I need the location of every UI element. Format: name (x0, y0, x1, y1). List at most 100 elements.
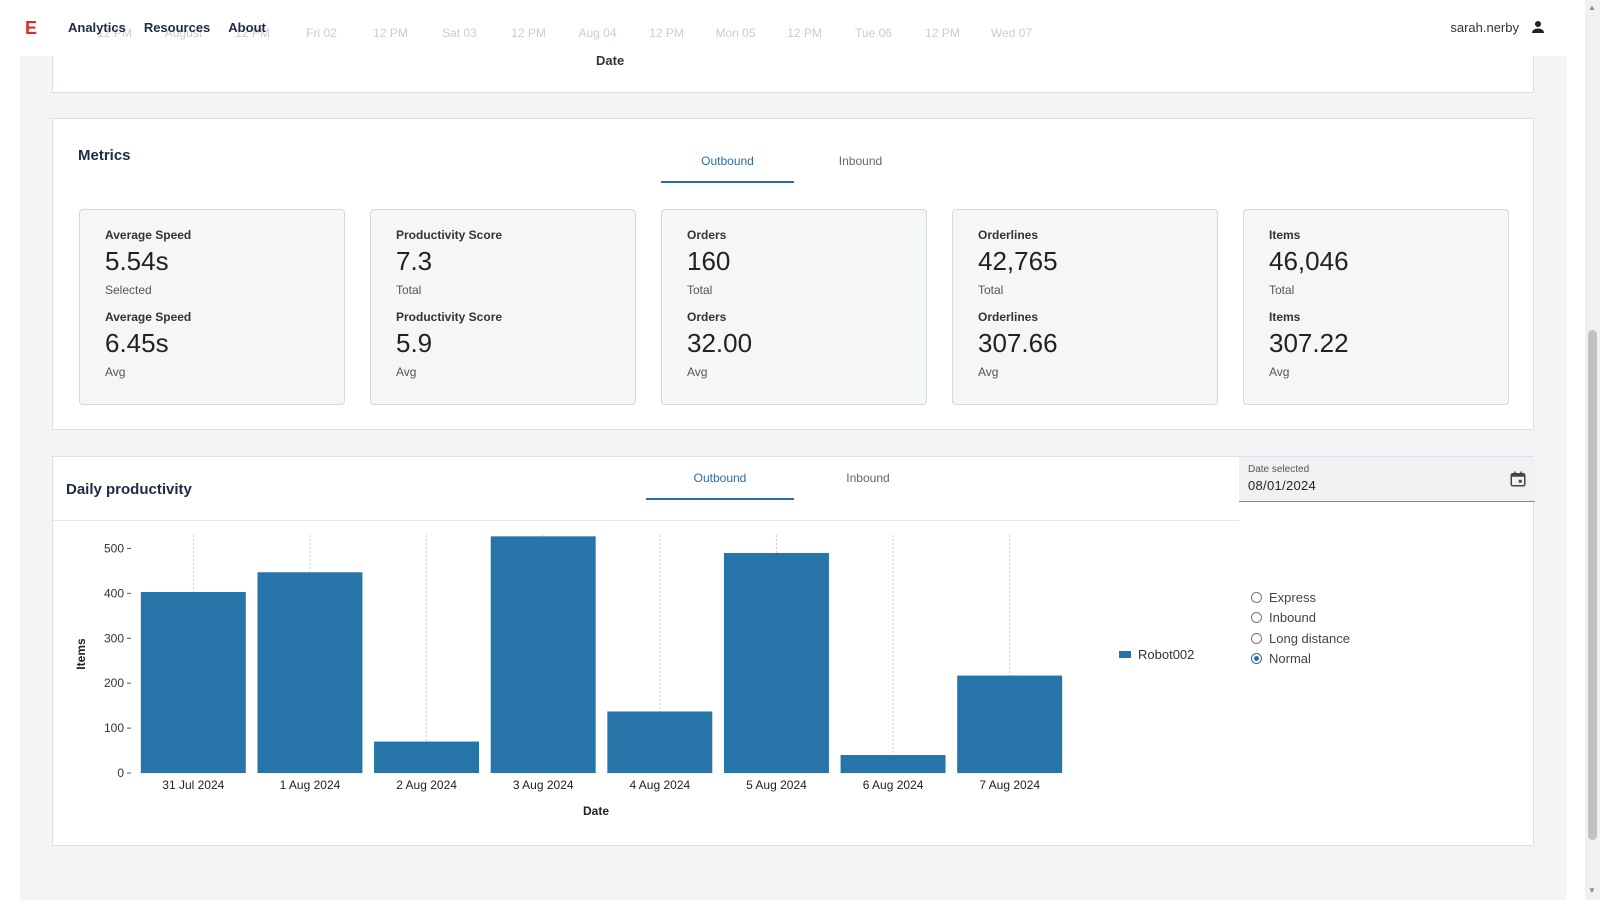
x-tick-label: 5 Aug 2024 (746, 778, 807, 792)
radio-button[interactable] (1251, 612, 1262, 624)
radio-label: Inbound (1269, 610, 1316, 626)
metric-value: 160 (687, 246, 731, 276)
previous-chart-tick-label: Wed 07 (990, 26, 1033, 40)
metric-sub: Total (978, 283, 1004, 297)
radio-label: Normal (1269, 651, 1311, 667)
metric-value: 42,765 (978, 246, 1058, 276)
metrics-tabs: Outbound Inbound (661, 147, 927, 183)
right-gutter (1567, 56, 1585, 900)
calendar-icon[interactable] (1509, 470, 1527, 488)
metric-box-productivity-score: Productivity Score 7.3 Total Productivit… (370, 209, 636, 405)
bar[interactable] (840, 755, 946, 773)
metric-sub: Selected (105, 283, 152, 297)
metric-sub: Avg (396, 365, 417, 379)
radio-button[interactable] (1251, 632, 1262, 644)
metrics-card: Metrics Outbound Inbound Average Speed 5… (52, 118, 1534, 430)
date-picker[interactable]: Date selected 08/01/2024 (1239, 457, 1535, 502)
user-icon (1532, 21, 1544, 33)
divider (53, 520, 1239, 521)
metric-label: Productivity Score (396, 228, 503, 242)
metric-box-orders: Orders 160 Total Orders 32.00 Avg (661, 209, 927, 405)
daily-tab-outbound[interactable]: Outbound (646, 464, 794, 500)
username: sarah.nerby (1450, 19, 1519, 35)
daily-title: Daily productivity (66, 481, 192, 498)
daily-productivity-chart: 0 100 200 300 400 500 31 Jul 2024 1 Aug 2024 2 A… (74, 535, 1063, 818)
metric-box-orderlines: Orderlines 42,765 Total Orderlines 307.6… (952, 209, 1218, 405)
previous-chart-tick-label: 12 PM (373, 26, 408, 40)
y-tick-label: 300 (104, 631, 124, 645)
previous-chart-x-axis: 12 PM August 12 PM Fri 02 12 PM Sat 03 12 PM Au… (80, 26, 1046, 40)
left-gutter (0, 56, 20, 900)
metrics-tab-outbound[interactable]: Outbound (661, 147, 794, 183)
x-tick-label: 3 Aug 2024 (513, 778, 574, 792)
radio-inbound[interactable]: Inbound (1251, 608, 1350, 629)
y-tick-label: 500 (104, 541, 124, 555)
metric-value: 6.45s (105, 328, 169, 358)
y-axis-title: Items (74, 638, 88, 670)
radio-button[interactable] (1251, 591, 1262, 603)
previous-chart-tick-label: August (164, 26, 203, 40)
order-type-radio-group: Express Inbound Long distance Normal (1251, 587, 1350, 669)
y-tick-label: 400 (104, 586, 124, 600)
radio-button[interactable] (1251, 653, 1262, 665)
radio-label: Long distance (1269, 630, 1350, 646)
nav-links: Analytics Resources About (68, 20, 266, 35)
nav-link-analytics[interactable]: Analytics (68, 20, 126, 35)
x-axis-title: Date (583, 804, 609, 818)
bar[interactable] (957, 675, 1063, 773)
radio-label: Express (1269, 589, 1316, 605)
nav-link-resources[interactable]: Resources (143, 20, 211, 35)
x-tick-label: 1 Aug 2024 (280, 778, 341, 792)
y-tick-label: 100 (104, 721, 124, 735)
bar[interactable] (723, 552, 829, 773)
radio-express[interactable]: Express (1251, 587, 1350, 608)
metric-sub: Total (396, 283, 422, 297)
metric-sub: Avg (1269, 365, 1290, 379)
metric-sub: Total (1269, 283, 1295, 297)
metric-label: Average Speed (105, 228, 192, 242)
previous-chart-tick-label: Aug 04 (578, 26, 617, 40)
metric-sub: Avg (687, 365, 708, 379)
metric-value: 307.66 (978, 328, 1058, 358)
date-picker-value[interactable]: 08/01/2024 (1248, 478, 1317, 493)
scroll-down-icon[interactable]: ▼ (1588, 886, 1596, 895)
app-logo[interactable]: E (25, 18, 38, 38)
previous-chart-tick-label: 12 PM (787, 26, 822, 40)
metrics-tab-inbound[interactable]: Inbound (838, 154, 883, 168)
scroll-thumb[interactable] (1588, 330, 1597, 840)
metric-sub: Total (687, 283, 713, 297)
previous-chart-tick-label: Sat 03 (442, 26, 477, 40)
scroll-up-icon[interactable]: ▲ (1588, 3, 1596, 12)
metric-label: Orders (687, 228, 727, 242)
bar[interactable] (607, 711, 713, 773)
bar[interactable] (257, 572, 363, 773)
bar[interactable] (374, 741, 480, 773)
daily-tab-inbound[interactable]: Inbound (846, 471, 890, 485)
previous-chart-tick-label: 12 PM (511, 26, 546, 40)
bar[interactable] (140, 592, 246, 773)
previous-chart-xlabel: Date (596, 53, 625, 68)
user-menu[interactable]: sarah.nerby (1450, 18, 1547, 36)
metric-label: Items (1269, 228, 1301, 242)
metric-value: 307.22 (1269, 328, 1349, 358)
radio-long-distance[interactable]: Long distance (1251, 628, 1350, 649)
page-scrollbar[interactable]: ▲ ▼ (1585, 0, 1600, 900)
legend-label: Robot002 (1138, 647, 1195, 662)
y-tick-label: 0 (117, 766, 124, 780)
metric-sub: Avg (105, 365, 126, 379)
metric-label: Productivity Score (396, 310, 503, 324)
nav-link-about[interactable]: About (228, 20, 266, 35)
metrics-title: Metrics (78, 147, 131, 164)
daily-productivity-card: Daily productivity Outbound Inbound Date… (52, 456, 1535, 846)
previous-chart-tick-label: Tue 06 (855, 26, 892, 40)
metric-value: 7.3 (396, 246, 433, 276)
previous-chart-tick-label: 12 PM (649, 26, 684, 40)
x-tick-label: 7 Aug 2024 (979, 778, 1040, 792)
metric-value: 32.00 (687, 328, 753, 358)
previous-chart-tick-label: 12 PM (97, 26, 132, 40)
metric-box-items: Items 46,046 Total Items 307.22 Avg (1243, 209, 1509, 405)
chart-legend[interactable]: Robot002 (1119, 647, 1194, 662)
radio-normal[interactable]: Normal (1251, 649, 1350, 670)
x-tick-label: 4 Aug 2024 (629, 778, 690, 792)
bar[interactable] (490, 536, 596, 773)
